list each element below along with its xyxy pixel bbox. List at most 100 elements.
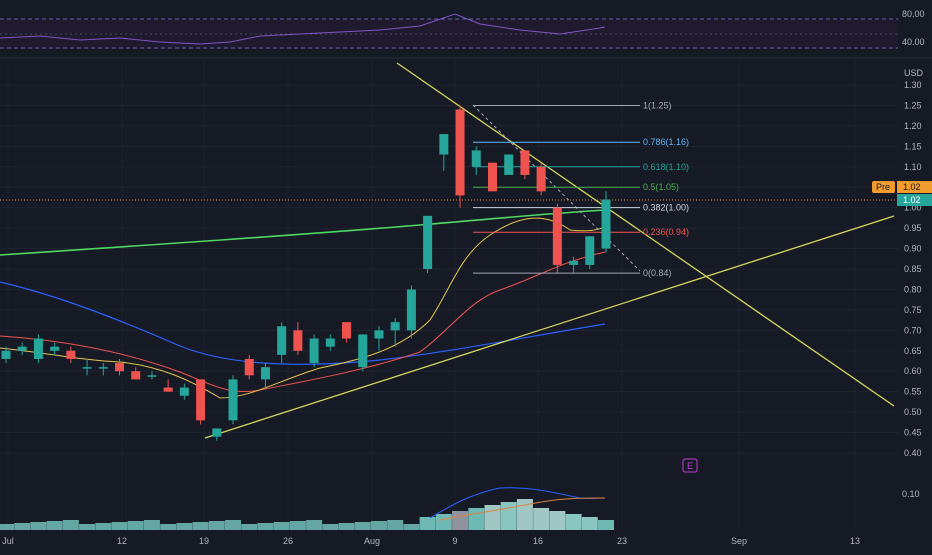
- fib-level-label: 0.5(1.05): [643, 182, 679, 192]
- candle-body[interactable]: [487, 162, 497, 192]
- volume-bar: [549, 511, 566, 530]
- volume-bar: [208, 521, 225, 530]
- volume-tick: 0.10: [902, 489, 920, 499]
- candle-body[interactable]: [601, 199, 611, 249]
- candle-body[interactable]: [536, 166, 546, 192]
- candle-body[interactable]: [504, 154, 514, 175]
- volume-bar: [484, 505, 501, 530]
- candle-body[interactable]: [358, 334, 368, 368]
- candle-body[interactable]: [520, 150, 530, 175]
- currency-label: USD: [904, 68, 924, 78]
- candle-body[interactable]: [163, 387, 173, 392]
- candle-body[interactable]: [390, 322, 400, 331]
- fib-level-label: 0.382(1.00): [643, 203, 689, 213]
- candle-body[interactable]: [439, 134, 449, 155]
- rsi-pane: 80.00 40.00: [0, 9, 925, 49]
- volume-bar: [95, 523, 112, 530]
- candle-body[interactable]: [309, 338, 319, 364]
- x-tick-label: 16: [533, 536, 543, 546]
- pre-label: Pre: [876, 182, 890, 192]
- last-price-badge: 1.02: [897, 194, 932, 206]
- volume-bar: [533, 508, 550, 530]
- x-tick-label: 26: [283, 536, 293, 546]
- candle-body[interactable]: [1, 350, 11, 359]
- candle-body[interactable]: [406, 289, 416, 331]
- candle-body[interactable]: [66, 350, 76, 359]
- candle-body[interactable]: [131, 371, 141, 380]
- fib-level-label: 0.618(1.10): [643, 162, 689, 172]
- volume-bar: [79, 524, 96, 530]
- volume-bar: [225, 520, 242, 530]
- candle-body[interactable]: [50, 346, 60, 351]
- candle-body[interactable]: [244, 358, 254, 376]
- candle-body[interactable]: [82, 367, 92, 369]
- candle-body[interactable]: [98, 367, 108, 369]
- sma-mid-line: [0, 281, 606, 365]
- candle-body[interactable]: [423, 215, 433, 269]
- sma-long-line: [0, 209, 606, 256]
- rsi-line: [0, 13, 606, 45]
- candle-body[interactable]: [585, 236, 595, 265]
- candle-body[interactable]: [374, 330, 384, 339]
- price-grid: [0, 84, 898, 454]
- y-tick-label: 0.45: [904, 428, 922, 438]
- fibonacci-retracement[interactable]: 1(1.25) 0.786(1.16) 0.618(1.10) 0.5(1.05) 0.…: [473, 100, 689, 278]
- candle-body[interactable]: [325, 338, 335, 347]
- uptrend-line[interactable]: [204, 215, 895, 439]
- volume-bar: [581, 517, 598, 530]
- candle-body[interactable]: [455, 109, 465, 196]
- candle-body[interactable]: [471, 150, 481, 167]
- y-tick-label: 1.00: [904, 203, 922, 213]
- volume-bar: [289, 521, 306, 530]
- candle-body[interactable]: [342, 322, 352, 339]
- candle-body[interactable]: [552, 207, 562, 265]
- y-tick-label: 0.80: [904, 284, 922, 294]
- candle-body[interactable]: [293, 330, 303, 351]
- earnings-label: E: [687, 461, 693, 471]
- price-axis: 1.301.251.201.151.101.051.000.950.900.85…: [904, 80, 922, 458]
- x-tick-label: 23: [617, 536, 627, 546]
- volume-pane: [0, 499, 614, 530]
- downtrend-line[interactable]: [396, 62, 895, 407]
- volume-bar: [354, 522, 371, 530]
- candle-body[interactable]: [277, 326, 287, 355]
- fib-level-label: 0.236(0.94): [643, 227, 689, 237]
- volume-bar: [516, 499, 533, 530]
- candle-body[interactable]: [569, 260, 579, 265]
- candle-body[interactable]: [179, 387, 189, 396]
- y-tick-label: 0.40: [904, 448, 922, 458]
- candle-body[interactable]: [212, 428, 222, 437]
- y-tick-label: 1.15: [904, 141, 922, 151]
- candle-body[interactable]: [260, 367, 270, 380]
- candle-body[interactable]: [196, 379, 206, 421]
- x-tick-label: 9: [452, 536, 457, 546]
- y-tick-label: 1.30: [904, 80, 922, 90]
- y-tick-label: 1.20: [904, 121, 922, 131]
- volume-bar: [370, 521, 387, 530]
- rsi-band: [0, 19, 898, 49]
- candle-body[interactable]: [115, 363, 125, 372]
- candles: [1, 105, 611, 441]
- y-tick-label: 0.90: [904, 244, 922, 254]
- x-tick-label: 13: [850, 536, 860, 546]
- pre-price: 1.02: [903, 182, 921, 192]
- time-grid: [7, 60, 856, 530]
- y-tick-label: 0.75: [904, 305, 922, 315]
- y-tick-label: 0.50: [904, 407, 922, 417]
- volume-bar: [111, 522, 128, 530]
- candle-body[interactable]: [17, 346, 27, 351]
- volume-bar: [143, 520, 160, 530]
- volume-bar: [257, 523, 274, 530]
- candle-body[interactable]: [228, 379, 238, 421]
- volume-bar: [387, 520, 404, 530]
- candle-body[interactable]: [33, 338, 43, 359]
- candle-body[interactable]: [147, 375, 157, 377]
- y-tick-label: 0.55: [904, 387, 922, 397]
- volume-bar: [435, 514, 452, 530]
- earnings-marker[interactable]: E: [682, 458, 698, 473]
- volume-bar: [419, 517, 436, 530]
- y-tick-label: 0.95: [904, 223, 922, 233]
- fib-level-label: 0.786(1.16): [643, 137, 689, 147]
